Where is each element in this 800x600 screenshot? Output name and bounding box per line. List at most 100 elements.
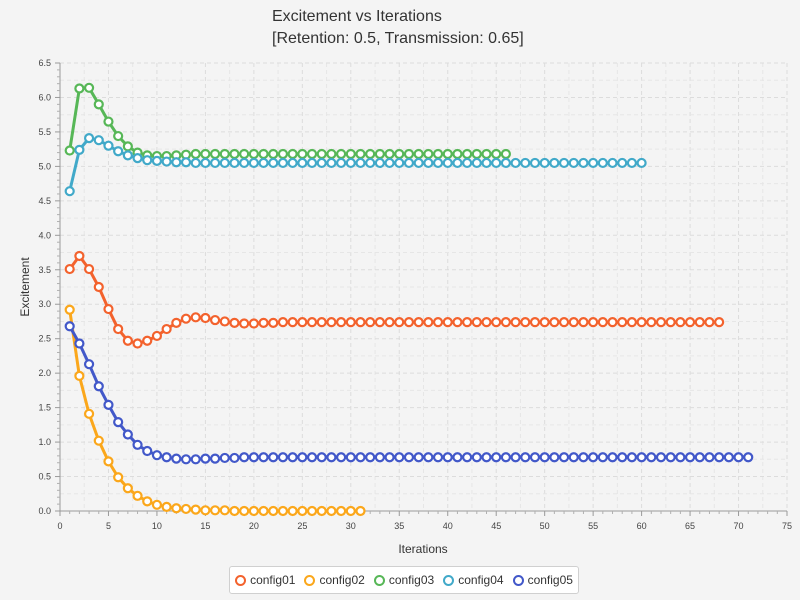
- data-point: [384, 317, 395, 328]
- data-point: [432, 157, 444, 169]
- data-point: [646, 452, 657, 463]
- data-point: [336, 317, 347, 328]
- data-point: [326, 505, 337, 517]
- legend-item-config03[interactable]: config03: [373, 573, 434, 587]
- x-tick-label: 60: [637, 521, 647, 531]
- data-point: [113, 416, 124, 428]
- data-point: [229, 148, 240, 160]
- data-point: [268, 148, 279, 160]
- data-point: [132, 439, 143, 450]
- data-series: [64, 82, 754, 517]
- data-point: [268, 452, 279, 463]
- data-point: [394, 452, 405, 463]
- data-point: [704, 317, 715, 328]
- data-point: [190, 148, 201, 160]
- data-point: [355, 317, 366, 328]
- data-point: [403, 148, 415, 160]
- data-point: [655, 317, 667, 328]
- x-tick-label: 0: [57, 521, 62, 531]
- data-point: [714, 317, 725, 328]
- data-point: [394, 148, 405, 160]
- data-point: [83, 133, 95, 144]
- data-point: [665, 317, 676, 328]
- data-point: [209, 148, 221, 160]
- data-point: [384, 157, 395, 169]
- data-point: [64, 304, 75, 315]
- data-point: [355, 157, 366, 169]
- data-point: [200, 505, 211, 516]
- data-point: [462, 148, 473, 160]
- data-point: [481, 157, 492, 169]
- data-point: [316, 148, 327, 160]
- legend-item-config04[interactable]: config04: [443, 573, 504, 587]
- data-point: [568, 317, 579, 328]
- data-point: [74, 250, 85, 262]
- y-tick-label: 2.0: [38, 368, 51, 378]
- data-point: [558, 452, 570, 463]
- data-point: [151, 330, 163, 342]
- y-tick-label: 6.5: [38, 58, 51, 68]
- x-tick-label: 25: [297, 521, 307, 531]
- data-point: [529, 452, 541, 463]
- data-point: [142, 445, 153, 457]
- data-point: [539, 452, 550, 463]
- data-point: [74, 370, 85, 382]
- data-point: [248, 157, 259, 169]
- legend-item-config02[interactable]: config02: [304, 573, 365, 587]
- data-point: [268, 505, 279, 517]
- data-point: [200, 157, 211, 169]
- data-point: [209, 314, 221, 326]
- data-point: [180, 157, 192, 168]
- data-point: [500, 452, 511, 463]
- legend-label: config02: [319, 573, 365, 587]
- data-point: [122, 483, 133, 494]
- data-point: [113, 323, 124, 335]
- data-point: [491, 148, 502, 160]
- y-tick-label: 3.0: [38, 299, 51, 309]
- data-point: [200, 453, 211, 464]
- data-point: [103, 399, 114, 410]
- series-config01: [64, 250, 725, 349]
- legend-marker-icon: [373, 574, 385, 586]
- data-point: [74, 144, 85, 155]
- data-point: [345, 505, 356, 517]
- data-point: [83, 408, 95, 419]
- data-point: [471, 452, 482, 463]
- data-point: [588, 157, 599, 169]
- data-point: [248, 452, 259, 463]
- data-point: [209, 453, 221, 464]
- data-point: [733, 452, 744, 463]
- legend-item-config01[interactable]: config01: [235, 573, 295, 587]
- legend-item-config05[interactable]: config05: [512, 573, 573, 587]
- data-point: [617, 157, 628, 169]
- data-point: [442, 452, 453, 463]
- data-point: [365, 317, 376, 328]
- data-point: [64, 145, 75, 156]
- data-point: [239, 505, 250, 517]
- data-point: [200, 312, 211, 324]
- y-axis-label: Excitement: [18, 257, 32, 317]
- data-point: [239, 157, 250, 169]
- data-point: [180, 503, 192, 515]
- data-point: [151, 499, 163, 510]
- data-point: [258, 148, 269, 160]
- data-point: [161, 323, 172, 335]
- data-point: [355, 452, 366, 463]
- data-point: [529, 157, 541, 169]
- y-tick-label: 4.5: [38, 196, 51, 206]
- data-point: [578, 317, 589, 328]
- data-point: [219, 157, 230, 169]
- data-point: [219, 316, 230, 327]
- data-point: [277, 317, 289, 328]
- data-point: [103, 140, 114, 151]
- legend-marker-icon: [512, 574, 524, 586]
- data-point: [161, 501, 172, 512]
- data-point: [64, 321, 75, 332]
- data-point: [704, 452, 715, 463]
- x-tick-label: 40: [443, 521, 453, 531]
- data-point: [529, 317, 541, 328]
- data-point: [113, 146, 124, 157]
- data-point: [297, 452, 308, 463]
- data-point: [258, 452, 269, 463]
- data-point: [539, 157, 550, 169]
